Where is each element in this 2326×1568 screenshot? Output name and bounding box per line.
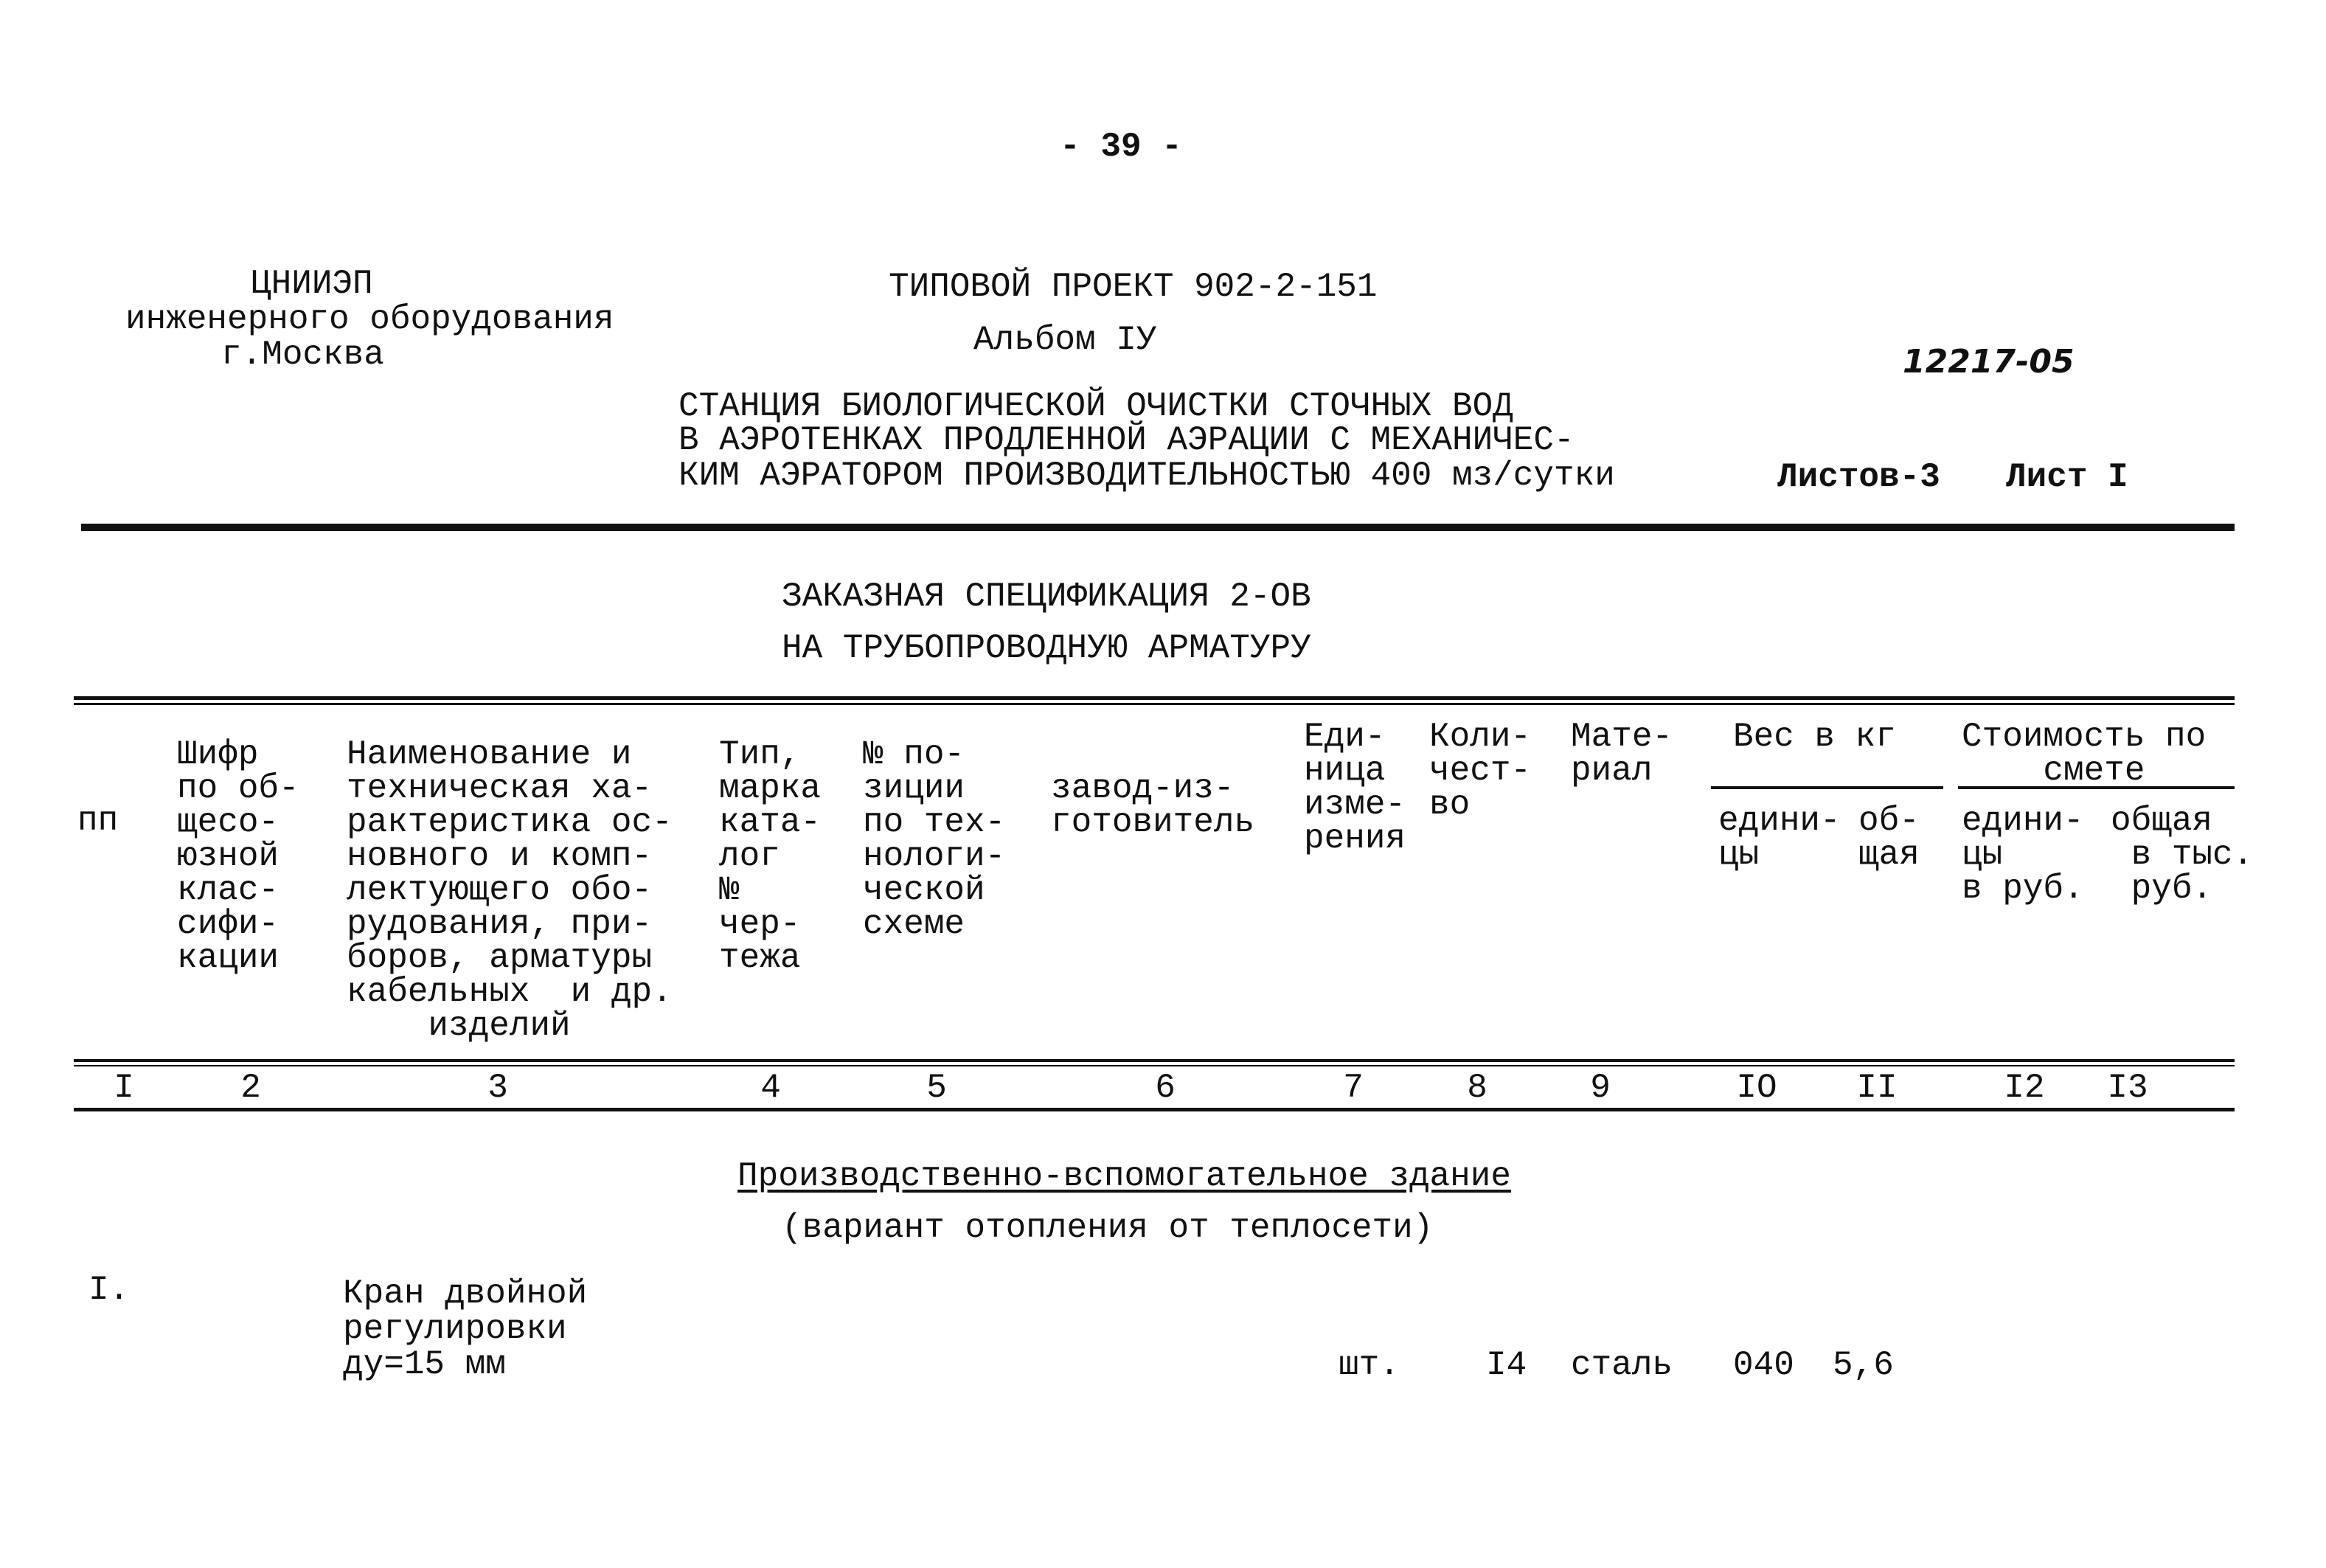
page-number: - 39 - [1060, 128, 1182, 166]
table-top-rule [74, 696, 2235, 700]
row-quantity: I4 [1486, 1346, 1527, 1384]
row-number: I. [88, 1271, 130, 1309]
header-unit-cost: едини- цы в руб. [1962, 802, 2084, 908]
row-unit: шт. [1339, 1346, 1400, 1384]
org-city: г.Москва [221, 336, 384, 374]
row-unit-weight: 040 [1733, 1346, 1794, 1384]
sheets-total: Листов-3 [1777, 458, 1940, 496]
header-weight-group: Вес в кг [1733, 718, 1896, 756]
header-total-weight: об- щая [1858, 802, 1920, 874]
project-title: ТИПОВОЙ ПРОЕКТ 902-2-151 [889, 268, 1378, 306]
sheet-number: Лист I [2006, 458, 2128, 496]
header-name: Наименование и техническая ха- рактерист… [347, 735, 673, 1045]
divider [81, 524, 2235, 531]
org-name: ЦНИИЭП [251, 265, 373, 303]
column-number: IO [1736, 1069, 1777, 1107]
column-numbers-rule [74, 1108, 2235, 1111]
column-number: 3 [487, 1069, 508, 1107]
header-quantity: Коли- чест- во [1429, 718, 1532, 824]
column-number: I3 [2107, 1069, 2148, 1107]
handwritten-code: 12217-05 [1903, 343, 2075, 381]
header-unit: Еди- ница изме- рения [1304, 718, 1406, 858]
column-number: 9 [1590, 1069, 1611, 1107]
header-unit-weight: едини- цы [1718, 802, 1841, 874]
header-total-cost: общая в тыс. руб. [2111, 802, 2254, 908]
header-classification-code: Шифр по об- щесо- юзной клас- сифи- каци… [177, 735, 299, 977]
column-number: 2 [240, 1069, 261, 1107]
column-number: 5 [926, 1069, 947, 1107]
weight-group-rule [1711, 786, 1943, 789]
org-department: инженерного оборудования [125, 300, 614, 339]
header-bottom-rule [74, 1059, 2235, 1062]
station-title-line-2: В АЭРОТЕНКАХ ПРОДЛЕННОЙ АЭРАЦИИ С МЕХАНИ… [678, 421, 1575, 459]
column-number: 8 [1467, 1069, 1487, 1107]
cost-group-rule [1958, 786, 2235, 789]
column-number: I2 [2004, 1069, 2045, 1107]
header-type: Тип, марка ката- лог № чер- тежа [719, 735, 822, 977]
album-label: Альбом IУ [973, 321, 1157, 359]
header-pp: пп [77, 802, 119, 840]
station-title-line-3: КИМ АЭРАТОРОМ ПРОИЗВОДИТЕЛЬНОСТЬЮ 400 мз… [678, 457, 1615, 495]
column-number: II [1856, 1069, 1898, 1107]
section-title: Производственно-вспомогательное здание [737, 1157, 1511, 1196]
table-top-rule-2 [74, 703, 2235, 705]
column-number: 6 [1155, 1069, 1176, 1107]
section-subtitle: (вариант отопления от теплосети) [782, 1209, 1434, 1247]
header-material: Мате- риал [1571, 718, 1673, 790]
header-cost-group: Стоимость по смете [1962, 718, 2207, 790]
spec-title: ЗАКАЗНАЯ СПЕЦИФИКАЦИЯ 2-ОВ [782, 577, 1311, 616]
spec-subtitle: НА ТРУБОПРОВОДНУЮ АРМАТУРУ [782, 629, 1311, 667]
header-position: № по- зиции по тех- нологи- ческой схеме [863, 735, 1006, 943]
row-material: сталь [1571, 1346, 1673, 1384]
row-total-weight: 5,6 [1833, 1346, 1894, 1384]
column-number: I [114, 1069, 134, 1107]
row-name: Кран двойной регулировки ду=15 мм [343, 1274, 588, 1384]
header-bottom-rule-2 [74, 1065, 2235, 1066]
column-number: 4 [760, 1069, 781, 1107]
column-number: 7 [1343, 1069, 1364, 1107]
station-title-line-1: СТАНЦИЯ БИОЛОГИЧЕСКОЙ ОЧИСТКИ СТОЧНЫХ ВО… [678, 387, 1513, 426]
header-manufacturer: завод-из- готовитель [1051, 769, 1255, 842]
